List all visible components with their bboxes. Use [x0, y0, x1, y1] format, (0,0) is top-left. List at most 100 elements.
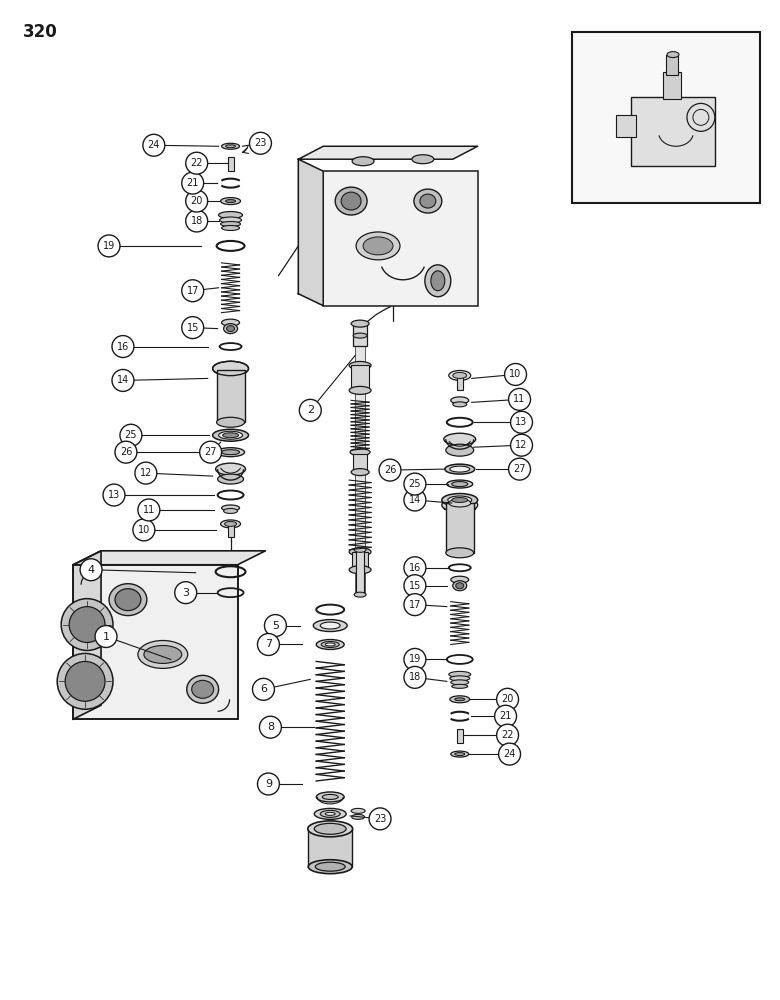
Circle shape — [404, 666, 426, 688]
Circle shape — [138, 499, 160, 521]
Ellipse shape — [222, 450, 239, 455]
Ellipse shape — [221, 520, 240, 528]
Ellipse shape — [325, 812, 335, 815]
Ellipse shape — [215, 463, 246, 475]
Ellipse shape — [218, 474, 243, 484]
Ellipse shape — [452, 581, 466, 591]
Ellipse shape — [349, 548, 371, 556]
Text: 19: 19 — [409, 654, 421, 664]
Ellipse shape — [414, 189, 441, 213]
Circle shape — [379, 459, 401, 481]
Circle shape — [80, 559, 102, 581]
Text: 13: 13 — [516, 417, 527, 427]
Ellipse shape — [448, 671, 470, 677]
Circle shape — [257, 634, 279, 655]
Ellipse shape — [450, 466, 470, 472]
Ellipse shape — [224, 508, 238, 513]
Text: 13: 13 — [108, 490, 120, 500]
Bar — [73, 565, 238, 719]
Text: 7: 7 — [265, 639, 272, 649]
Bar — [73, 565, 238, 719]
Text: 16: 16 — [409, 563, 421, 573]
Circle shape — [404, 557, 426, 579]
Ellipse shape — [354, 547, 366, 552]
Circle shape — [69, 607, 105, 642]
Ellipse shape — [451, 576, 469, 583]
Circle shape — [133, 519, 155, 541]
Ellipse shape — [441, 498, 477, 512]
Ellipse shape — [352, 157, 374, 166]
Text: 26: 26 — [120, 447, 132, 457]
Circle shape — [61, 599, 113, 650]
Circle shape — [250, 132, 271, 154]
Ellipse shape — [353, 333, 367, 338]
Ellipse shape — [446, 548, 473, 558]
Ellipse shape — [450, 676, 470, 681]
Bar — [308, 829, 352, 867]
Ellipse shape — [218, 212, 243, 219]
Ellipse shape — [452, 684, 468, 688]
Text: 4: 4 — [87, 565, 94, 575]
Ellipse shape — [456, 583, 464, 589]
Ellipse shape — [213, 361, 249, 376]
Text: 14: 14 — [409, 495, 421, 505]
Ellipse shape — [352, 814, 364, 819]
Ellipse shape — [349, 566, 371, 574]
Ellipse shape — [222, 225, 239, 230]
Text: 22: 22 — [502, 730, 514, 740]
Circle shape — [112, 336, 134, 358]
Ellipse shape — [325, 643, 335, 646]
Bar — [663, 72, 681, 99]
Ellipse shape — [222, 143, 239, 149]
Ellipse shape — [316, 792, 344, 802]
Circle shape — [253, 678, 275, 700]
Ellipse shape — [363, 237, 393, 255]
Circle shape — [264, 615, 286, 637]
Circle shape — [182, 317, 204, 339]
Bar — [355, 341, 365, 595]
Bar — [228, 157, 233, 171]
Ellipse shape — [356, 232, 400, 260]
Text: 9: 9 — [265, 779, 272, 789]
Ellipse shape — [349, 386, 371, 394]
Ellipse shape — [221, 221, 240, 226]
Text: 20: 20 — [502, 694, 514, 704]
Text: 23: 23 — [374, 814, 386, 824]
Ellipse shape — [222, 505, 239, 511]
Ellipse shape — [451, 751, 469, 757]
Ellipse shape — [420, 194, 436, 208]
Text: 10: 10 — [138, 525, 150, 535]
Ellipse shape — [225, 200, 236, 203]
Ellipse shape — [448, 496, 472, 504]
Text: 14: 14 — [117, 375, 129, 385]
Text: 27: 27 — [513, 464, 526, 474]
Ellipse shape — [445, 464, 475, 474]
Bar — [457, 729, 463, 743]
Ellipse shape — [321, 810, 340, 817]
Ellipse shape — [448, 370, 470, 380]
Circle shape — [175, 582, 197, 604]
Ellipse shape — [218, 431, 243, 439]
Circle shape — [103, 484, 125, 506]
Circle shape — [182, 172, 204, 194]
Bar — [353, 324, 367, 346]
Circle shape — [98, 235, 120, 257]
Text: 16: 16 — [117, 342, 129, 352]
Ellipse shape — [314, 808, 346, 819]
Bar — [353, 454, 367, 472]
FancyBboxPatch shape — [631, 97, 714, 166]
Text: 17: 17 — [186, 286, 199, 296]
Ellipse shape — [314, 823, 346, 834]
Circle shape — [95, 626, 117, 647]
Circle shape — [505, 363, 526, 385]
Text: 21: 21 — [499, 711, 512, 721]
Circle shape — [404, 648, 426, 670]
Circle shape — [404, 575, 426, 597]
Text: 25: 25 — [125, 430, 137, 440]
Circle shape — [511, 411, 533, 433]
Circle shape — [369, 808, 391, 830]
Ellipse shape — [321, 622, 340, 629]
Ellipse shape — [225, 521, 236, 526]
Ellipse shape — [448, 499, 470, 507]
Bar — [457, 374, 463, 390]
